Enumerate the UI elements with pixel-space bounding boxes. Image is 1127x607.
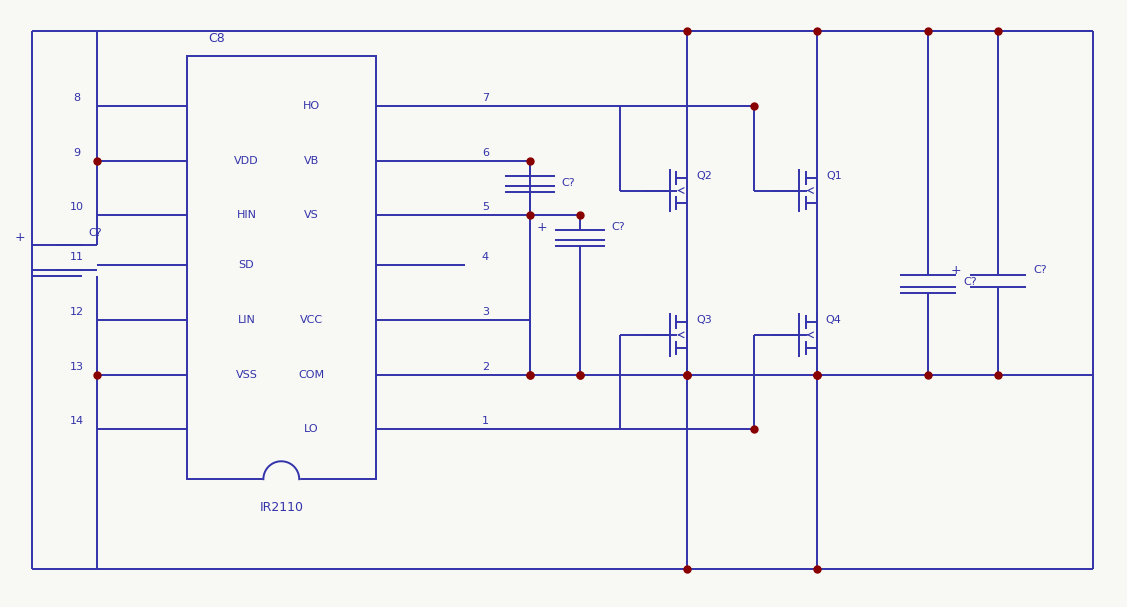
Text: 7: 7 xyxy=(482,93,489,103)
Text: VCC: VCC xyxy=(300,315,322,325)
Text: C?: C? xyxy=(561,178,575,188)
Text: 2: 2 xyxy=(482,362,489,371)
Text: C8: C8 xyxy=(208,32,225,45)
Text: C?: C? xyxy=(88,228,101,239)
Text: C?: C? xyxy=(611,222,624,232)
Text: 12: 12 xyxy=(70,307,85,317)
Text: Q3: Q3 xyxy=(696,315,712,325)
Text: Q2: Q2 xyxy=(696,171,712,181)
Text: 1: 1 xyxy=(482,416,489,427)
Text: LO: LO xyxy=(304,424,319,435)
Text: +: + xyxy=(951,263,961,277)
Text: C?: C? xyxy=(964,277,977,287)
Text: +: + xyxy=(15,231,25,244)
Text: +: + xyxy=(536,221,548,234)
Text: VSS: VSS xyxy=(236,370,257,379)
Text: VDD: VDD xyxy=(234,155,259,166)
Bar xyxy=(187,56,376,479)
Text: 9: 9 xyxy=(73,148,81,158)
Text: VB: VB xyxy=(303,155,319,166)
Text: LIN: LIN xyxy=(238,315,256,325)
Text: IR2110: IR2110 xyxy=(259,501,303,514)
Text: 3: 3 xyxy=(482,307,489,317)
Text: C?: C? xyxy=(1033,265,1047,275)
Text: HIN: HIN xyxy=(237,211,257,220)
Text: 13: 13 xyxy=(70,362,85,371)
Text: COM: COM xyxy=(299,370,325,379)
Text: 10: 10 xyxy=(70,203,85,212)
Text: 5: 5 xyxy=(482,203,489,212)
Text: 14: 14 xyxy=(70,416,85,427)
Text: SD: SD xyxy=(239,260,255,270)
Text: Q4: Q4 xyxy=(826,315,842,325)
Text: HO: HO xyxy=(302,101,320,111)
Text: 4: 4 xyxy=(482,253,489,262)
Text: VS: VS xyxy=(304,211,319,220)
Text: 6: 6 xyxy=(482,148,489,158)
Text: 11: 11 xyxy=(70,253,85,262)
Text: Q1: Q1 xyxy=(826,171,842,181)
Text: 8: 8 xyxy=(73,93,81,103)
